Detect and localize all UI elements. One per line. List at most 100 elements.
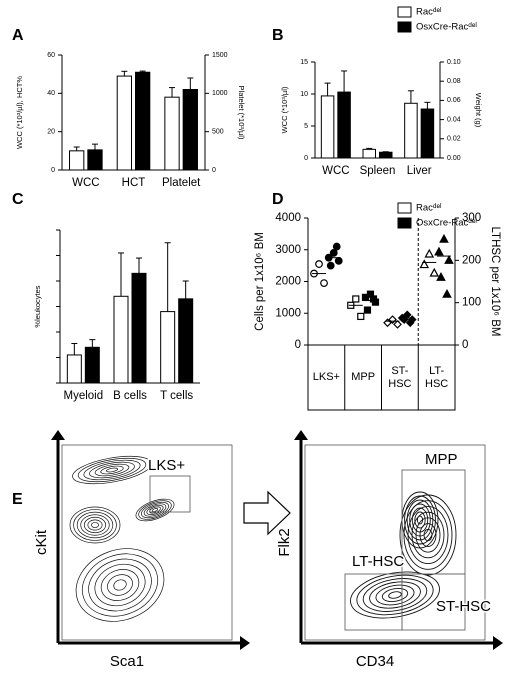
x-tick-label: LKS+ [312, 371, 340, 383]
cell: LKS+ [312, 371, 340, 383]
x-tick-label: WCC [72, 177, 99, 189]
tick-label: 0.08 [447, 78, 461, 85]
plot-frame [304, 444, 486, 641]
bar [420, 108, 435, 159]
contour [409, 503, 431, 537]
bar [135, 71, 151, 171]
axis-label: WCC (*10³/µl) [280, 86, 289, 133]
contour [77, 457, 147, 483]
gate [401, 573, 466, 631]
x-tick-label: Platelet [162, 177, 201, 189]
bar [379, 151, 393, 159]
bar [113, 295, 129, 384]
bar [337, 91, 351, 159]
contour [107, 574, 133, 596]
x-tick-label: ST-HSC [388, 364, 412, 390]
tick-label: 0 [462, 339, 468, 351]
contour [404, 495, 436, 545]
tick-label: 0 [51, 167, 55, 174]
x-tick-label: Myeloid [64, 390, 104, 402]
point [419, 259, 430, 269]
tick-label: 5 [304, 123, 308, 130]
contour [403, 500, 453, 570]
cell: ST-HSC [388, 364, 412, 390]
y-arrowhead [294, 430, 308, 440]
x-arrowhead [493, 636, 503, 650]
contour [151, 508, 159, 512]
legend-swatch [397, 21, 412, 33]
tick-label: 0 [295, 339, 301, 351]
point [439, 233, 449, 243]
point [393, 320, 402, 329]
gate [149, 475, 191, 513]
bar [182, 89, 198, 171]
tick-label: 1000 [212, 90, 228, 97]
x-tick-label: HCT [122, 177, 146, 189]
tick-label: 4000 [275, 212, 301, 224]
point [424, 248, 435, 258]
contour [100, 465, 124, 475]
tick-label: 10 [300, 91, 308, 98]
bar [404, 102, 418, 159]
contour [81, 553, 159, 617]
contour [406, 499, 434, 541]
contour [143, 503, 167, 517]
legend-label: OsxCre-Racᵈᵉˡ [416, 218, 477, 229]
contour [388, 591, 402, 599]
axis-label: Platelet (*10³/µl) [237, 86, 246, 140]
legend-swatch [397, 202, 412, 214]
x-axis-label: Sca1 [110, 653, 144, 670]
legend-label: OsxCre-Racᵈᵉˡ [416, 22, 477, 33]
point [326, 261, 335, 270]
panel-letter: C [12, 191, 24, 208]
tick-label: 3000 [275, 244, 301, 256]
contour [87, 519, 103, 531]
gate-label: LKS+ [148, 457, 185, 474]
point [334, 256, 343, 265]
tick-label: 100 [462, 297, 481, 309]
gate-label: ST-HSC [436, 598, 491, 615]
contour [419, 523, 437, 547]
axis-label: WCC (*10³/µl), HCT% [15, 76, 24, 149]
contour [381, 587, 409, 603]
bar [69, 150, 85, 171]
cell: LT-HSC [425, 365, 448, 390]
x-tick-label: MPP [351, 371, 376, 383]
point [429, 267, 440, 277]
contour [83, 459, 141, 481]
contour [113, 579, 127, 591]
gate [401, 469, 466, 575]
panel-letter: D [272, 191, 284, 208]
contour [362, 578, 428, 612]
contour [135, 498, 175, 522]
x-tick-label: Liver [407, 165, 432, 177]
bar [131, 272, 147, 384]
legend-swatch [397, 217, 412, 229]
contour [100, 569, 140, 601]
contour [416, 515, 424, 525]
legend-label: Racᵈᵉˡ [416, 203, 442, 214]
tick-label: 40 [47, 90, 55, 97]
contour [75, 548, 165, 622]
legend-swatch [397, 6, 412, 18]
tick-label: 15 [300, 59, 308, 66]
legend-label: Racᵈᵉˡ [416, 7, 442, 18]
tick-label: 500 [212, 129, 224, 136]
gate-label: MPP [425, 451, 458, 468]
gate-arrow [243, 490, 291, 536]
bar [66, 354, 82, 384]
tick-label: 0.04 [447, 116, 461, 123]
point [442, 288, 452, 298]
tick-label: 300 [462, 212, 481, 224]
x-axis-label: CD34 [356, 653, 394, 670]
panel-letter: E [12, 491, 23, 508]
gate-label: LT-HSC [352, 553, 404, 570]
y-arrowhead [51, 430, 65, 440]
point [369, 295, 378, 303]
contour [106, 467, 118, 473]
panel-letter: B [272, 27, 284, 44]
tick-label: 0.10 [447, 59, 461, 66]
x-tick-label: B cells [113, 390, 147, 402]
point [320, 279, 328, 287]
bar [178, 298, 194, 384]
